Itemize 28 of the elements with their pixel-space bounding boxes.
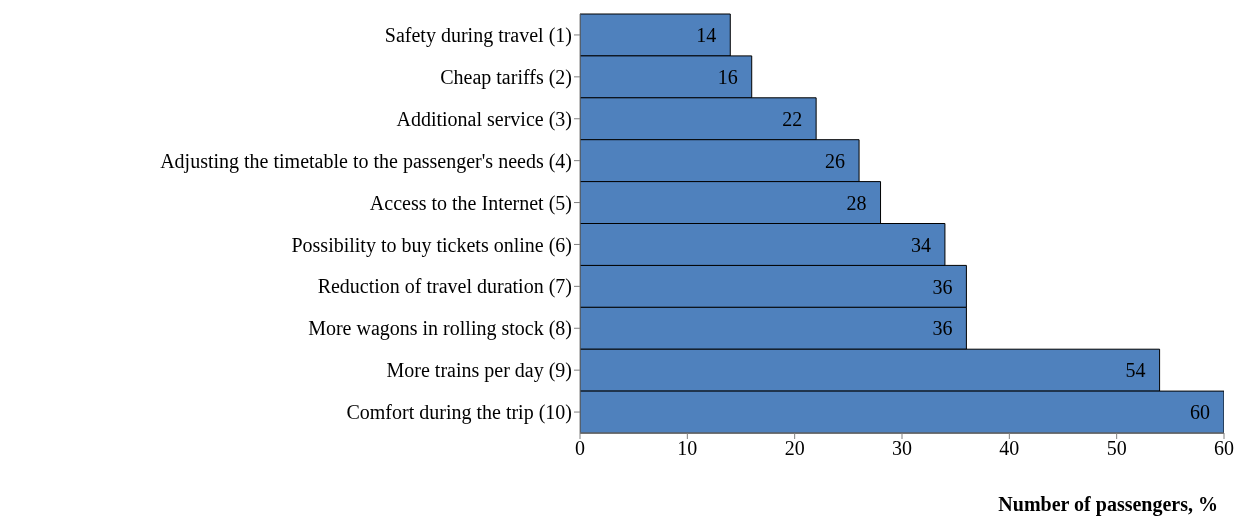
data-label: 22 xyxy=(782,107,803,130)
y-tick-label: More trains per day (9) xyxy=(386,359,572,383)
y-tick-label: More wagons in rolling stock (8) xyxy=(308,317,572,341)
data-label: 14 xyxy=(696,24,717,47)
y-tick-label: Comfort during the trip (10) xyxy=(346,401,572,425)
x-tick-label: 60 xyxy=(1214,437,1234,460)
data-label: 36 xyxy=(932,317,953,340)
x-tick-label: 40 xyxy=(999,437,1020,460)
data-label: 16 xyxy=(717,66,738,88)
x-tick-label: 30 xyxy=(892,437,912,460)
y-tick-label: Safety during travel (1) xyxy=(384,24,572,48)
x-tick-label: 50 xyxy=(1106,437,1127,460)
data-label: 60 xyxy=(1190,401,1210,424)
y-tick-label: Access to the Internet (5) xyxy=(369,191,572,215)
data-label: 54 xyxy=(1125,359,1146,382)
data-label: 28 xyxy=(846,191,867,214)
x-axis-title: Number of passengers, % xyxy=(998,493,1218,516)
y-tick-label: Adjusting the timetable to the passenger's needs (4) xyxy=(160,149,572,173)
x-tick-label: 10 xyxy=(677,437,698,460)
data-label: 34 xyxy=(910,233,931,256)
data-label: 36 xyxy=(932,275,953,298)
data-label: 26 xyxy=(825,149,846,172)
x-tick-label: 20 xyxy=(784,437,805,460)
y-tick-label: Cheap tariffs (2) xyxy=(440,65,572,89)
x-tick-label: 0 xyxy=(575,437,585,460)
y-tick-label: Additional service (3) xyxy=(396,107,572,131)
y-tick-label: Possibility to buy tickets online (6) xyxy=(291,233,572,257)
y-tick-label: Reduction of travel duration (7) xyxy=(317,275,572,299)
